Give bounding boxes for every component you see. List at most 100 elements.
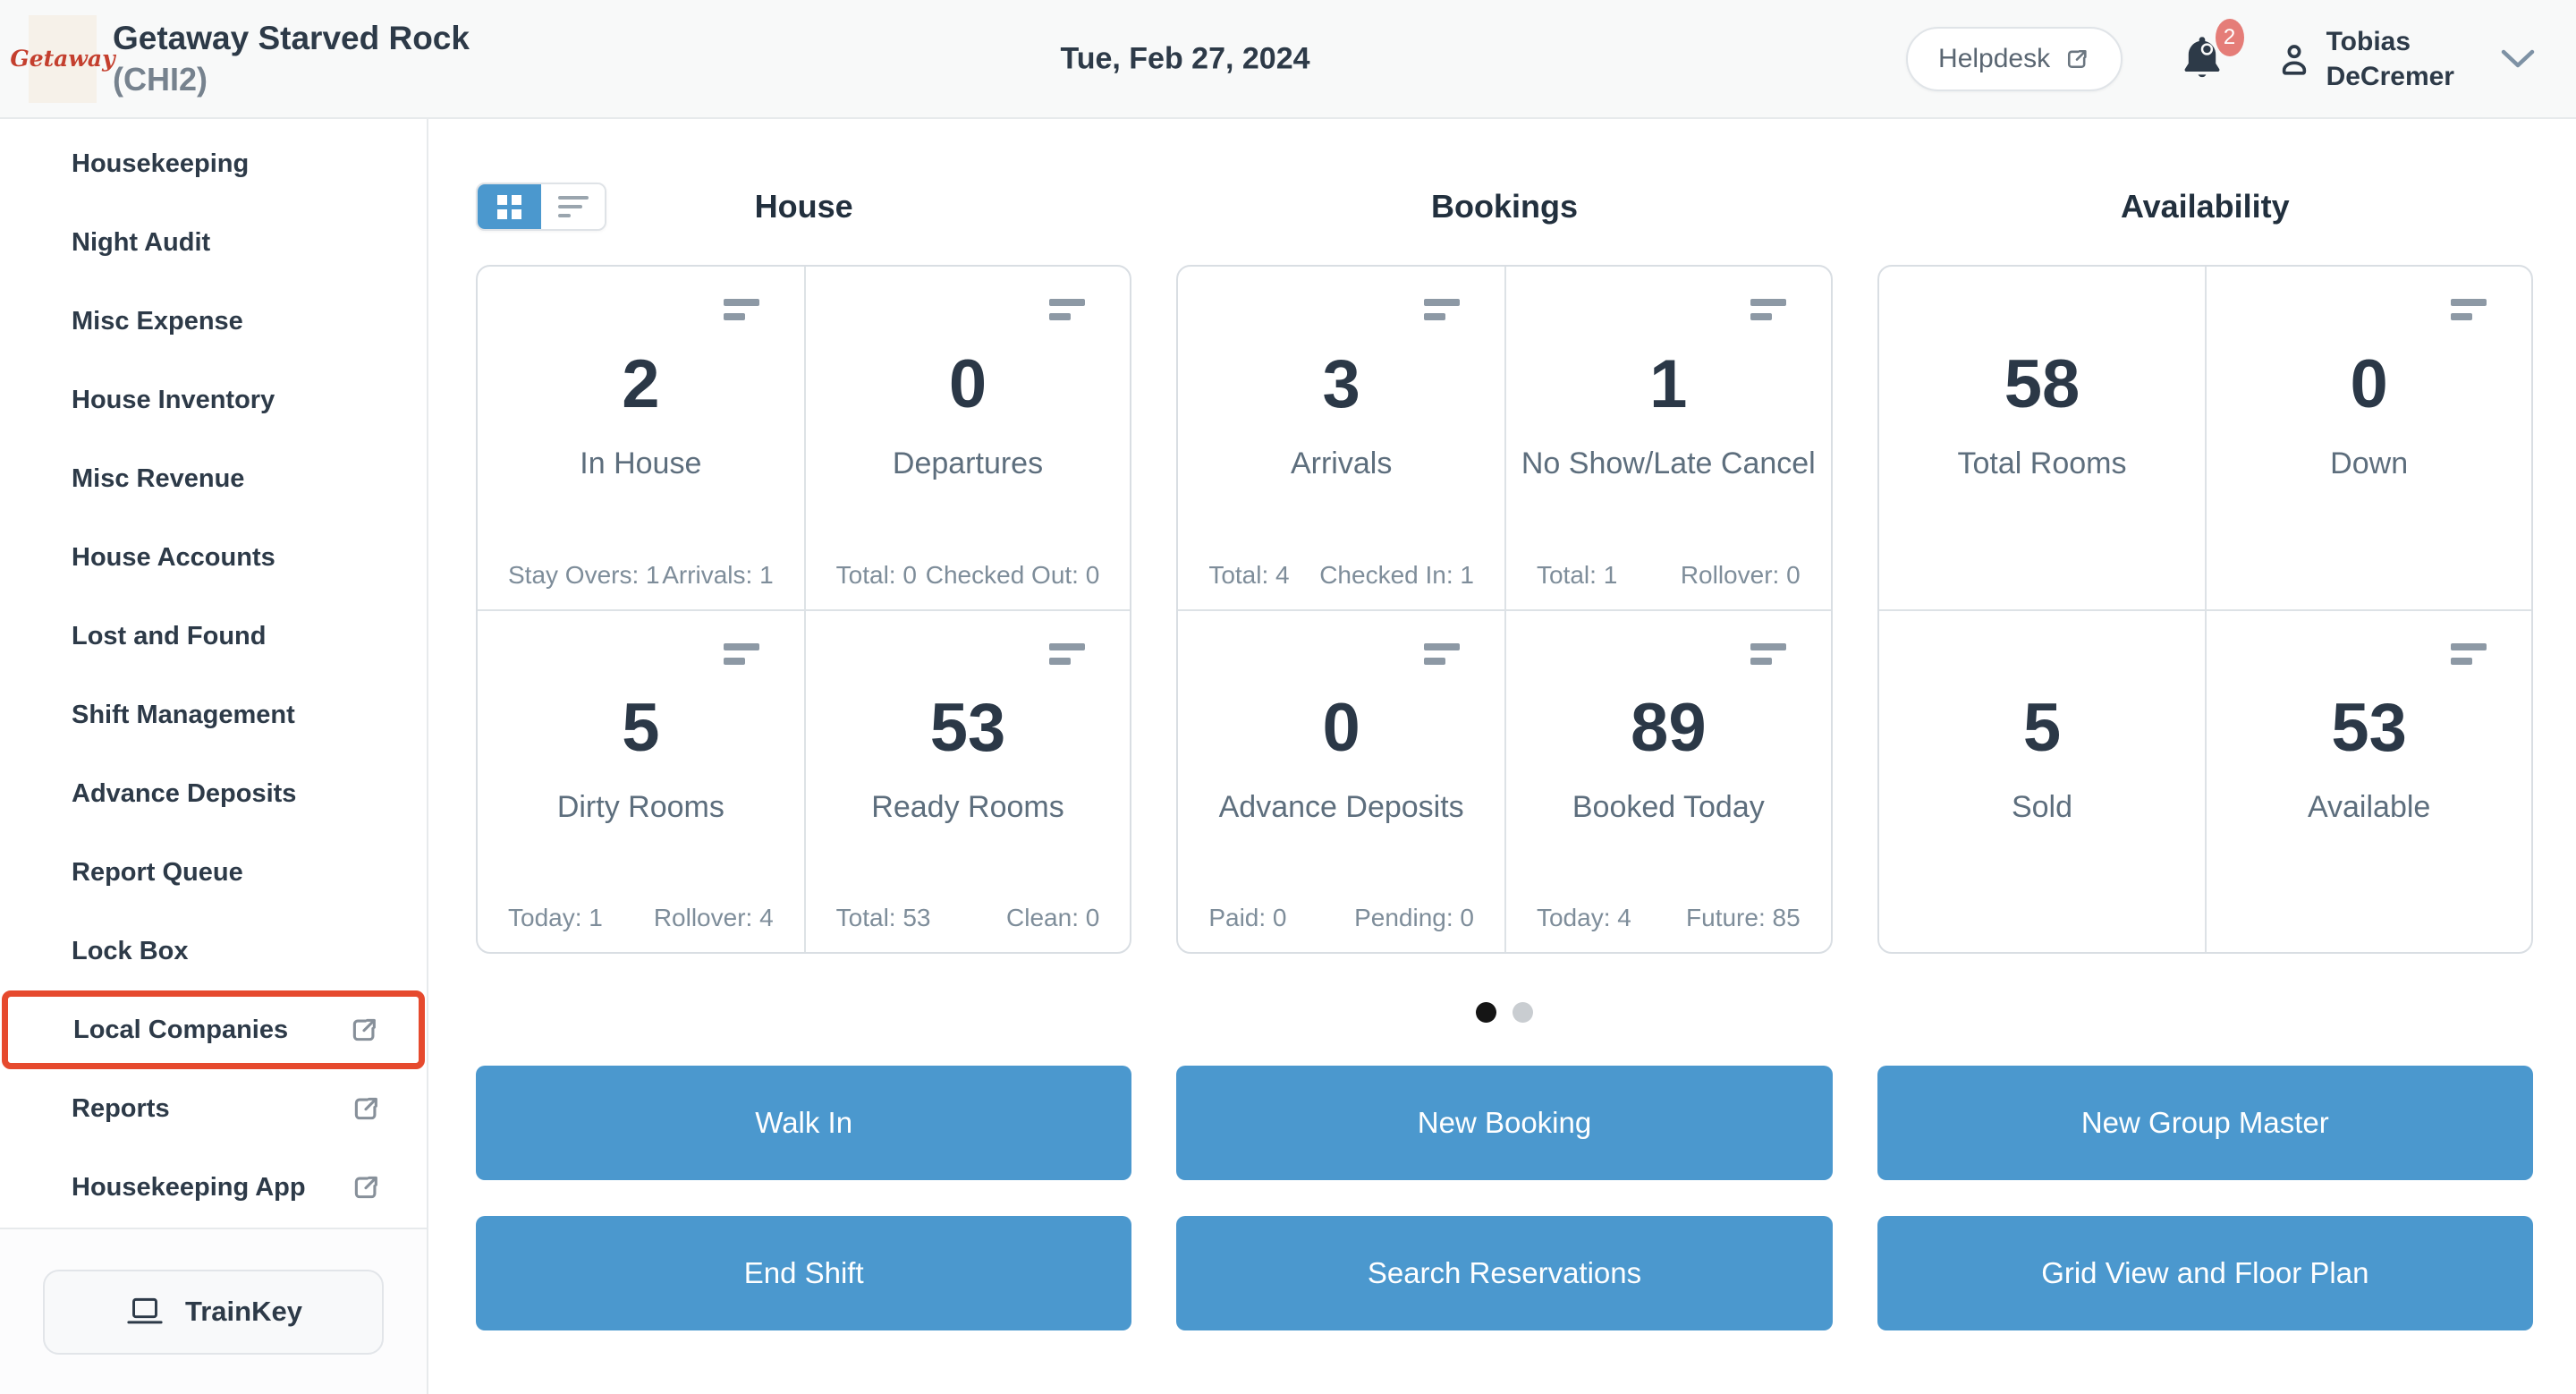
card-menu-icon[interactable]: [1046, 640, 1089, 668]
card-label: No Show/Late Cancel: [1521, 446, 1816, 480]
stat-card-arrivals: 3 Arrivals Total: 4 Checked In: 1: [1178, 267, 1504, 609]
card-label: Booked Today: [1572, 789, 1765, 824]
sidebar-item-label: Housekeeping App: [72, 1172, 306, 1202]
pagination-dot-2[interactable]: [1513, 1002, 1533, 1023]
sidebar-item-local-companies[interactable]: Local Companies: [2, 990, 425, 1069]
trainkey-button[interactable]: TrainKey: [43, 1269, 384, 1355]
dashboard-main: House Bookings Availability 2 In House Stay …: [428, 119, 2576, 1394]
view-toggle: [476, 183, 606, 231]
sidebar: Housekeeping Night Audit Misc Expense House…: [0, 119, 428, 1394]
sidebar-item-lock-box[interactable]: Lock Box: [0, 912, 427, 990]
chevron-down-icon[interactable]: [2501, 49, 2535, 69]
sidebar-item-lost-and-found[interactable]: Lost and Found: [0, 597, 427, 676]
card-menu-icon[interactable]: [2447, 640, 2490, 668]
card-stat: Today: 4: [1536, 904, 1631, 931]
card-stat: Total: 53: [835, 904, 931, 931]
grid-view-and-floor-plan-button[interactable]: Grid View and Floor Plan: [1877, 1216, 2533, 1330]
user-menu[interactable]: Tobias DeCremer: [2276, 24, 2454, 94]
property-title-block: Getaway Starved Rock (CHI2): [113, 18, 470, 100]
card-stat: Today: 1: [508, 904, 603, 931]
card-stats: Paid: 0 Pending: 0: [1208, 904, 1474, 932]
sidebar-item-misc-expense[interactable]: Misc Expense: [0, 282, 427, 361]
end-shift-button[interactable]: End Shift: [476, 1216, 1132, 1330]
card-value: 0: [1322, 689, 1360, 766]
sidebar-item-label: House Accounts: [72, 542, 275, 572]
card-value: 2: [622, 345, 660, 422]
sidebar-item-label: Report Queue: [72, 857, 243, 887]
stat-card-no-show-late-cancel: 1 No Show/Late Cancel Total: 1 Rollover: 0: [1504, 267, 1831, 609]
sidebar-item-label: Advance Deposits: [72, 778, 297, 808]
card-content: 89 Booked Today: [1506, 586, 1831, 927]
card-stat: Stay Overs: 1: [508, 561, 660, 589]
sidebar-item-label: Misc Revenue: [72, 463, 245, 493]
card-value: 58: [2004, 345, 2080, 422]
grid-view-icon: [497, 194, 521, 219]
dashboard-toolbar: House Bookings Availability: [476, 183, 2533, 231]
card-label: In House: [580, 446, 702, 480]
sidebar-item-label: House Inventory: [72, 385, 275, 414]
sidebar-item-reports[interactable]: Reports: [0, 1069, 427, 1148]
walk-in-button[interactable]: Walk In: [476, 1066, 1132, 1180]
sidebar-item-house-accounts[interactable]: House Accounts: [0, 518, 427, 597]
section-title-house: House: [754, 188, 853, 225]
card-label: Down: [2330, 446, 2409, 480]
sidebar-item-label: Night Audit: [72, 227, 211, 257]
sidebar-item-night-audit[interactable]: Night Audit: [0, 203, 427, 282]
sidebar-item-house-inventory[interactable]: House Inventory: [0, 361, 427, 439]
stat-card-available: 53 Available: [2205, 609, 2531, 952]
stat-card-dirty-rooms: 5 Dirty Rooms Today: 1 Rollover: 4: [478, 609, 804, 952]
notifications-button[interactable]: 2: [2180, 18, 2244, 85]
card-menu-icon[interactable]: [720, 640, 763, 668]
card-stats: Today: 1 Rollover: 4: [508, 904, 774, 932]
card-stat: Checked In: 1: [1319, 561, 1474, 589]
sidebar-item-housekeeping-app[interactable]: Housekeeping App: [0, 1148, 427, 1227]
card-menu-icon[interactable]: [1420, 295, 1463, 324]
card-menu-icon[interactable]: [1046, 295, 1089, 324]
card-label: Ready Rooms: [871, 789, 1064, 824]
sidebar-item-misc-revenue[interactable]: Misc Revenue: [0, 439, 427, 518]
sidebar-item-label: Reports: [72, 1093, 170, 1123]
sidebar-item-advance-deposits[interactable]: Advance Deposits: [0, 754, 427, 833]
card-label: Total Rooms: [1957, 446, 2127, 480]
sidebar-item-label: Misc Expense: [72, 306, 243, 336]
sidebar-item-housekeeping[interactable]: Housekeeping: [0, 124, 427, 203]
sidebar-item-label: Lost and Found: [72, 621, 267, 650]
card-menu-icon[interactable]: [1747, 640, 1790, 668]
sidebar-item-report-queue[interactable]: Report Queue: [0, 833, 427, 912]
external-link-icon: [351, 1093, 381, 1124]
card-label: Dirty Rooms: [556, 789, 724, 824]
sidebar-item-shift-management[interactable]: Shift Management: [0, 676, 427, 754]
card-stat: Checked Out: 0: [925, 561, 1100, 589]
helpdesk-button[interactable]: Helpdesk: [1905, 26, 2123, 91]
current-date: Tue, Feb 27, 2024: [1060, 41, 1310, 75]
property-name: Getaway Starved Rock: [113, 19, 470, 56]
stat-card-ready-rooms: 53 Ready Rooms Total: 53 Clean: 0: [803, 609, 1131, 952]
card-menu-icon[interactable]: [720, 295, 763, 324]
card-label: Arrivals: [1290, 446, 1393, 480]
user-first-name: Tobias: [2326, 26, 2411, 56]
card-content: 2 In House: [478, 267, 804, 584]
new-group-master-button[interactable]: New Group Master: [1877, 1066, 2533, 1180]
user-name: Tobias DeCremer: [2326, 24, 2454, 94]
search-reservations-button[interactable]: Search Reservations: [1176, 1216, 1833, 1330]
card-stat: Clean: 0: [1006, 904, 1100, 931]
grid-view-button[interactable]: [478, 184, 541, 229]
card-content: 3 Arrivals: [1178, 267, 1504, 584]
notification-badge: 2: [2215, 18, 2244, 56]
list-view-button[interactable]: [541, 184, 605, 229]
pagination-dot-1[interactable]: [1476, 1002, 1496, 1023]
panel-house: 2 In House Stay Overs: 1 Arrivals: 1 0 Depart…: [476, 265, 1132, 954]
getaway-logo-text: Getaway: [10, 46, 115, 72]
card-menu-icon[interactable]: [1420, 640, 1463, 668]
card-stats: Today: 4 Future: 85: [1537, 904, 1801, 932]
section-title-availability: Availability: [2120, 188, 2290, 225]
card-stat: Future: 85: [1686, 904, 1801, 931]
card-stats: Total: 4 Checked In: 1: [1208, 561, 1474, 590]
card-content: 0 Departures: [806, 267, 1131, 584]
card-stat: Arrivals: 1: [662, 561, 774, 589]
new-booking-button[interactable]: New Booking: [1176, 1066, 1833, 1180]
card-menu-icon[interactable]: [1747, 295, 1790, 324]
stat-card-total-rooms: 58 Total Rooms: [1879, 267, 2206, 609]
card-menu-icon[interactable]: [2447, 295, 2490, 324]
stat-card-booked-today: 89 Booked Today Today: 4 Future: 85: [1504, 609, 1831, 952]
